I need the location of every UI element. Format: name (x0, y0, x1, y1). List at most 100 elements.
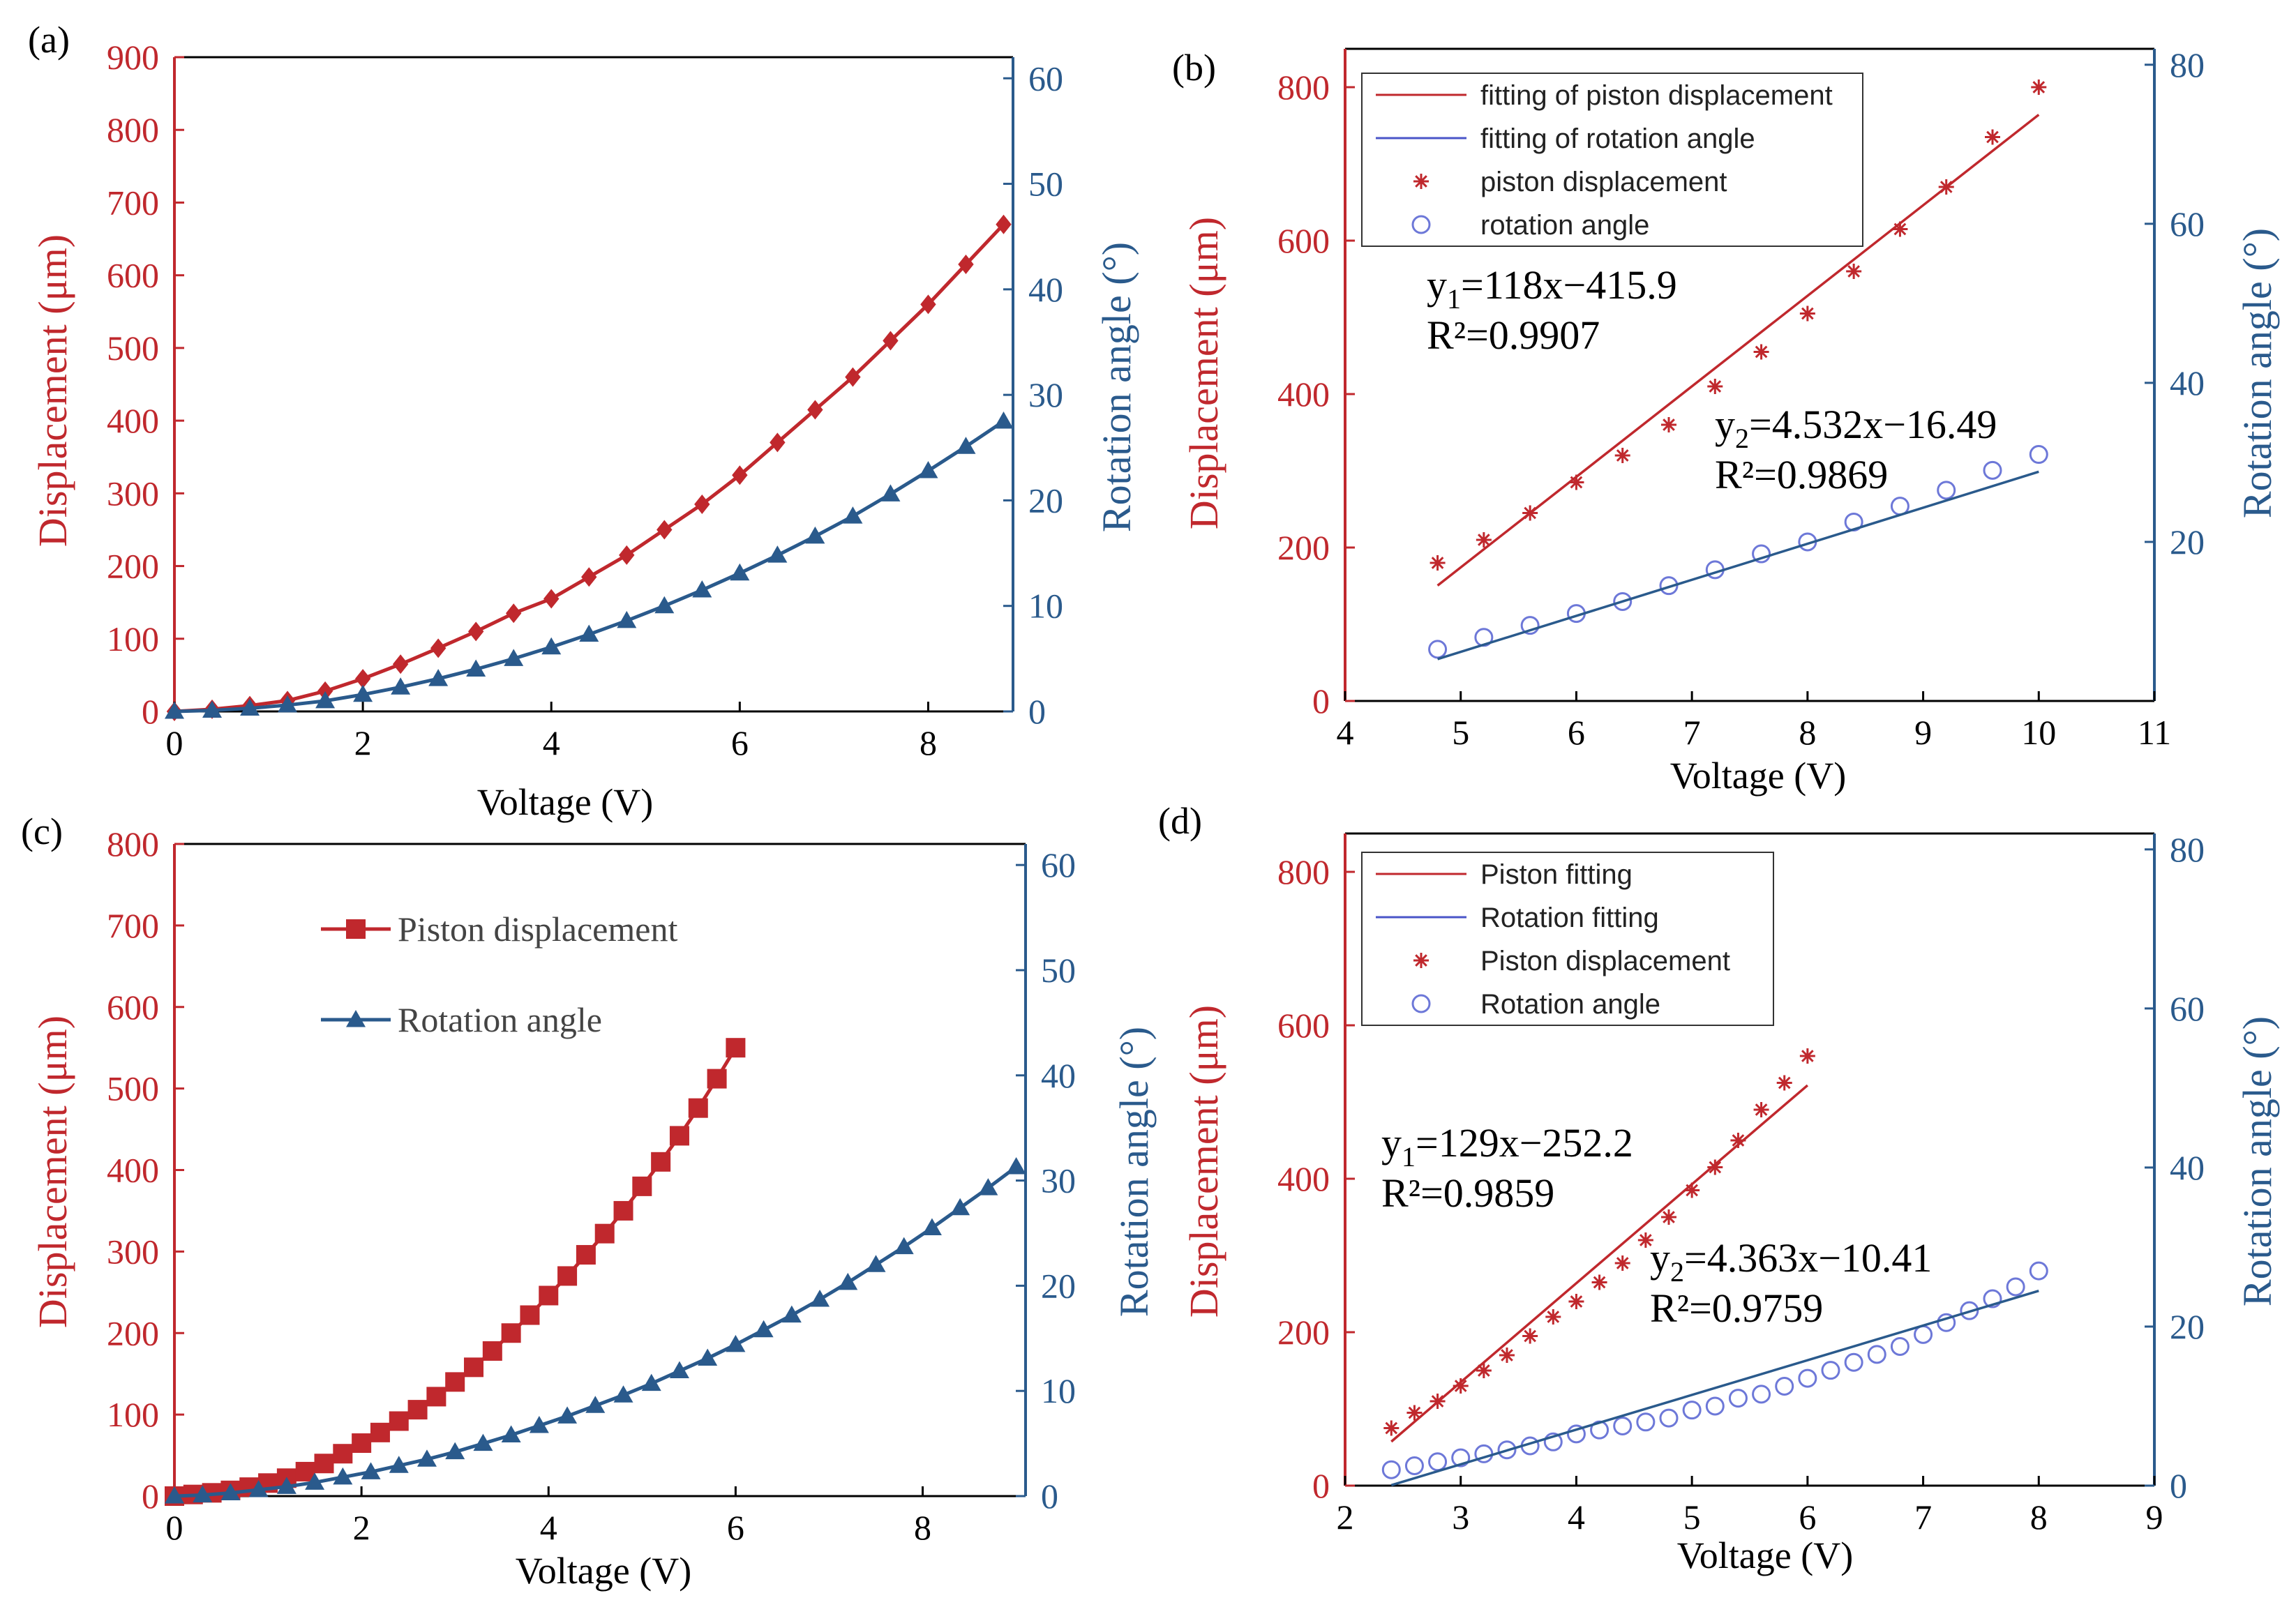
data-point (1591, 1274, 1607, 1290)
data-point (314, 1454, 334, 1474)
series-rotation (1381, 1261, 2048, 1479)
data-point (504, 649, 524, 666)
y-right-tick-label: 0 (1028, 692, 1046, 731)
data-point (333, 1444, 353, 1464)
y-left-tick-label: 200 (107, 547, 159, 586)
x-tick-label: 8 (914, 1508, 931, 1547)
legend-entry: fitting of piston displacement (1480, 80, 1833, 111)
y-left-tick-label: 700 (107, 183, 159, 222)
x-axis-label: Voltage (V) (516, 1550, 691, 1592)
fit-line (1390, 1084, 1808, 1443)
x-tick-label: 0 (166, 723, 183, 762)
data-point (641, 1373, 661, 1391)
data-point (613, 1385, 633, 1403)
data-point (417, 1449, 437, 1467)
data-point (333, 1467, 353, 1485)
data-point (557, 1266, 578, 1286)
series-displacement-fit (1390, 1084, 1808, 1443)
panel-label: (d) (1158, 800, 1202, 842)
legend-entry: Piston displacement (1480, 946, 1730, 976)
data-point (585, 1396, 606, 1413)
y-right-axis-label: Rotation angle (°) (2235, 228, 2280, 518)
y-left-tick-label: 400 (107, 1151, 159, 1190)
legend-swatch (1413, 953, 1429, 968)
y-right-tick-label: 0 (2170, 1466, 2187, 1505)
data-point (506, 603, 522, 624)
data-point (694, 494, 710, 514)
y-left-tick-label: 600 (107, 256, 159, 295)
y-left-tick-label: 400 (107, 401, 159, 440)
fit-equation: y1=129x−252.2R²=0.9859 (1381, 1120, 1633, 1216)
y-right-tick-label: 20 (2170, 1307, 2205, 1346)
data-point (473, 1433, 493, 1451)
x-axis-label: Voltage (V) (477, 781, 653, 823)
data-point (501, 1323, 521, 1343)
axes-frame (1344, 832, 2156, 1487)
data-point (866, 1255, 886, 1272)
data-point (732, 465, 748, 485)
data-point (581, 567, 597, 587)
y-left-tick-label: 100 (107, 1395, 159, 1434)
data-point (918, 461, 938, 478)
data-point (407, 1400, 428, 1420)
fit-line (1437, 470, 2039, 661)
series-displacement (165, 1038, 746, 1506)
legend: Piston displacement Rotation angle (321, 910, 677, 1039)
data-point (692, 580, 712, 598)
data-point (467, 621, 484, 642)
series-displacement-fit (1436, 114, 2040, 587)
x-tick-label: 6 (727, 1508, 744, 1547)
y-left-tick-label: 800 (107, 824, 159, 863)
y-left-tick-label: 300 (107, 474, 159, 513)
y-left-tick-label: 800 (1277, 852, 1330, 891)
y-left-tick-label: 200 (1277, 1313, 1330, 1352)
data-point (883, 331, 899, 351)
data-point (240, 698, 260, 716)
series-rotation-fit (1437, 470, 2039, 661)
data-point (2029, 445, 2048, 465)
y-left-tick-label: 600 (107, 988, 159, 1027)
data-point (770, 432, 786, 453)
data-point (165, 1486, 184, 1504)
y-right-tick-label: 10 (1041, 1371, 1076, 1410)
r-squared: R²=0.9859 (1381, 1170, 1554, 1216)
data-point (278, 695, 298, 713)
y-right-tick-label: 50 (1041, 951, 1076, 990)
x-tick-label: 4 (540, 1508, 557, 1547)
data-point (920, 294, 936, 315)
y-left-tick-label: 600 (1277, 221, 1330, 260)
data-point (1799, 305, 1815, 322)
y-left-tick-label: 400 (1277, 375, 1330, 414)
equation-text: y1=129x−252.2 (1381, 1120, 1633, 1172)
data-point (389, 1411, 409, 1431)
r-squared: R²=0.9907 (1427, 312, 1600, 358)
data-point (1821, 1361, 1840, 1380)
series-rotation (165, 411, 1014, 719)
data-point (1406, 1405, 1423, 1421)
legend-entry: fitting of rotation angle (1480, 123, 1755, 154)
y-right-tick-label: 40 (2170, 363, 2205, 402)
y-right-tick-label: 50 (1028, 165, 1063, 204)
y-left-tick-label: 100 (107, 619, 159, 658)
data-point (950, 1198, 970, 1216)
data-point (1613, 1416, 1633, 1435)
data-point (2029, 1261, 2048, 1281)
data-point (767, 545, 788, 563)
x-tick-label: 2 (354, 723, 372, 762)
x-tick-label: 6 (1799, 1497, 1816, 1537)
y-right-tick-label: 80 (2170, 830, 2205, 869)
data-point (617, 610, 637, 628)
data-point (1705, 1396, 1725, 1416)
data-point (880, 484, 901, 501)
axes-frame (173, 56, 1014, 713)
data-point (707, 1069, 727, 1089)
y-left-tick-label: 800 (1277, 68, 1330, 107)
x-tick-label: 9 (1914, 713, 1932, 752)
y-left-tick-label: 500 (107, 1069, 159, 1108)
x-tick-label: 6 (1568, 713, 1585, 752)
y-left-tick-label: 800 (107, 110, 159, 149)
data-point (1476, 1363, 1492, 1378)
